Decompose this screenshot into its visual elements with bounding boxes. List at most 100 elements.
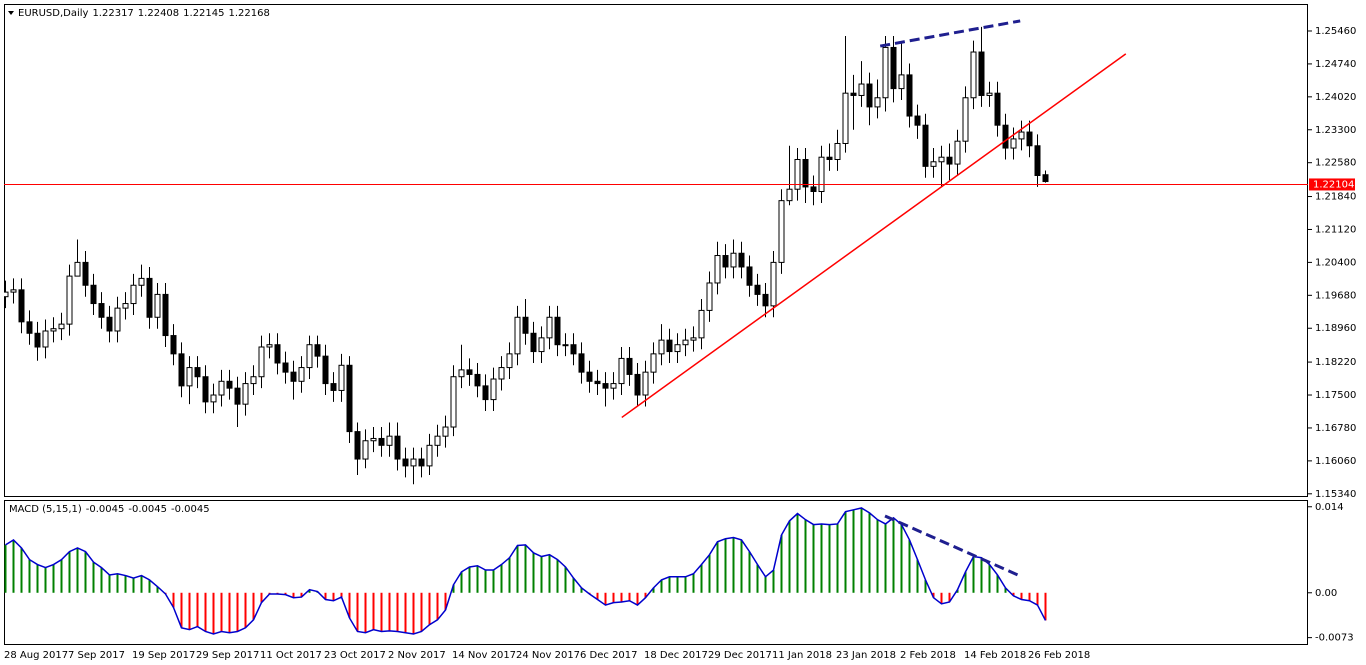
- x-tick-label: 6 Dec 2017: [580, 650, 638, 661]
- symbol-title: EURUSD,Daily: [18, 8, 89, 19]
- candle-body: [314, 344, 321, 357]
- macd-header: MACD (5,15,1) -0.0045 -0.0045 -0.0045: [9, 504, 210, 515]
- candle-body: [426, 444, 433, 467]
- macd-plot: [4, 507, 1047, 635]
- candle-body: [98, 303, 105, 318]
- candle-body: [882, 46, 889, 99]
- y-tick-label: 1.18220: [1315, 357, 1356, 368]
- candle-body: [738, 252, 745, 268]
- candle-body: [818, 156, 825, 193]
- candle-body: [466, 369, 473, 375]
- candle-body: [490, 378, 497, 401]
- candle-body: [242, 383, 249, 405]
- y-tick-label: 1.15340: [1315, 489, 1356, 500]
- candle-body: [258, 346, 265, 378]
- candle-body: [210, 394, 217, 403]
- candle-body: [378, 437, 385, 446]
- candle-body: [338, 364, 345, 391]
- candle-body: [914, 115, 921, 126]
- candle-body: [442, 426, 449, 437]
- candle-body: [586, 371, 593, 382]
- trendline: [621, 53, 1127, 419]
- candle-body: [4, 291, 9, 298]
- candle-body: [66, 275, 73, 325]
- y-tick-label: 1.18960: [1315, 323, 1356, 334]
- y-tick-label: 1.17500: [1315, 390, 1356, 401]
- candle-body: [826, 156, 833, 160]
- candle-body: [602, 383, 609, 389]
- y-tick-label: 1.24740: [1315, 59, 1356, 70]
- candle-body: [986, 92, 993, 96]
- x-tick-label: 2 Feb 2018: [900, 650, 956, 661]
- trendline: [884, 514, 1019, 577]
- candle-body: [402, 458, 409, 467]
- candle-body: [874, 97, 881, 108]
- price-label-box: [1309, 178, 1355, 191]
- price-label: 1.22104: [1313, 179, 1354, 190]
- candle-body: [90, 284, 97, 305]
- last-close: 1.22168: [229, 8, 270, 19]
- candle-body: [226, 380, 233, 389]
- candle-body: [610, 383, 617, 389]
- y-tick-label: 1.25460: [1315, 26, 1356, 37]
- x-tick-label: 7 Sep 2017: [68, 650, 125, 661]
- menu-arrow[interactable]: [8, 11, 14, 15]
- candle-body: [114, 307, 121, 332]
- candle-body: [1042, 174, 1049, 183]
- y-tick-label: 1.23300: [1315, 125, 1356, 136]
- x-tick-label: 26 Feb 2018: [1028, 650, 1090, 661]
- candle-body: [578, 353, 585, 373]
- candle-body: [162, 293, 169, 337]
- candle-body: [794, 158, 801, 190]
- candle-body: [178, 353, 185, 387]
- y-tick-label: 1.21120: [1315, 224, 1356, 235]
- x-tick-label: 23 Oct 2017: [324, 650, 386, 661]
- main-panel-frame: [4, 4, 1308, 497]
- candle-body: [850, 92, 857, 96]
- candle-body: [266, 344, 273, 348]
- candle-body: [18, 289, 25, 323]
- candle-body: [954, 140, 961, 165]
- candle-body: [834, 142, 841, 160]
- x-tick-label: 19 Sep 2017: [132, 650, 195, 661]
- candle-body: [306, 344, 313, 369]
- candle-body: [1002, 124, 1009, 149]
- candle-body: [770, 261, 777, 307]
- candle-body: [482, 385, 489, 401]
- candle-body: [138, 277, 145, 286]
- candle-body: [570, 344, 577, 355]
- candle-body: [82, 261, 89, 286]
- x-tick-label: 14 Nov 2017: [452, 650, 516, 661]
- x-tick-label: 11 Oct 2017: [260, 650, 322, 661]
- candle-body: [122, 303, 129, 309]
- candle-body: [858, 83, 865, 96]
- candle-body: [322, 355, 329, 385]
- candle-body: [922, 124, 929, 167]
- candle-body: [370, 437, 377, 442]
- last-high: 1.22408: [138, 8, 179, 19]
- candle-body: [458, 369, 465, 378]
- candle-body: [930, 161, 937, 167]
- candle-body: [754, 284, 761, 295]
- x-tick-label: 11 Jan 2018: [772, 650, 832, 661]
- candle-body: [810, 186, 817, 193]
- candle-body: [354, 431, 361, 460]
- candle-body: [434, 435, 441, 446]
- candle-body: [978, 51, 985, 96]
- candle-body: [58, 323, 65, 330]
- macd-value: -0.0045: [86, 504, 125, 515]
- candle-body: [1034, 145, 1041, 176]
- candle-body: [730, 252, 737, 268]
- candle-body: [962, 97, 969, 142]
- y-tick-label: 1.16780: [1315, 423, 1356, 434]
- macd-signal-value: -0.0045: [128, 504, 167, 515]
- candle-body: [706, 282, 713, 311]
- y-tick-label: 1.21840: [1315, 192, 1356, 203]
- candle-body: [674, 344, 681, 353]
- candle-body: [202, 376, 209, 403]
- candle-body: [890, 46, 897, 90]
- candle-body: [362, 440, 369, 460]
- candle-body: [1026, 131, 1033, 147]
